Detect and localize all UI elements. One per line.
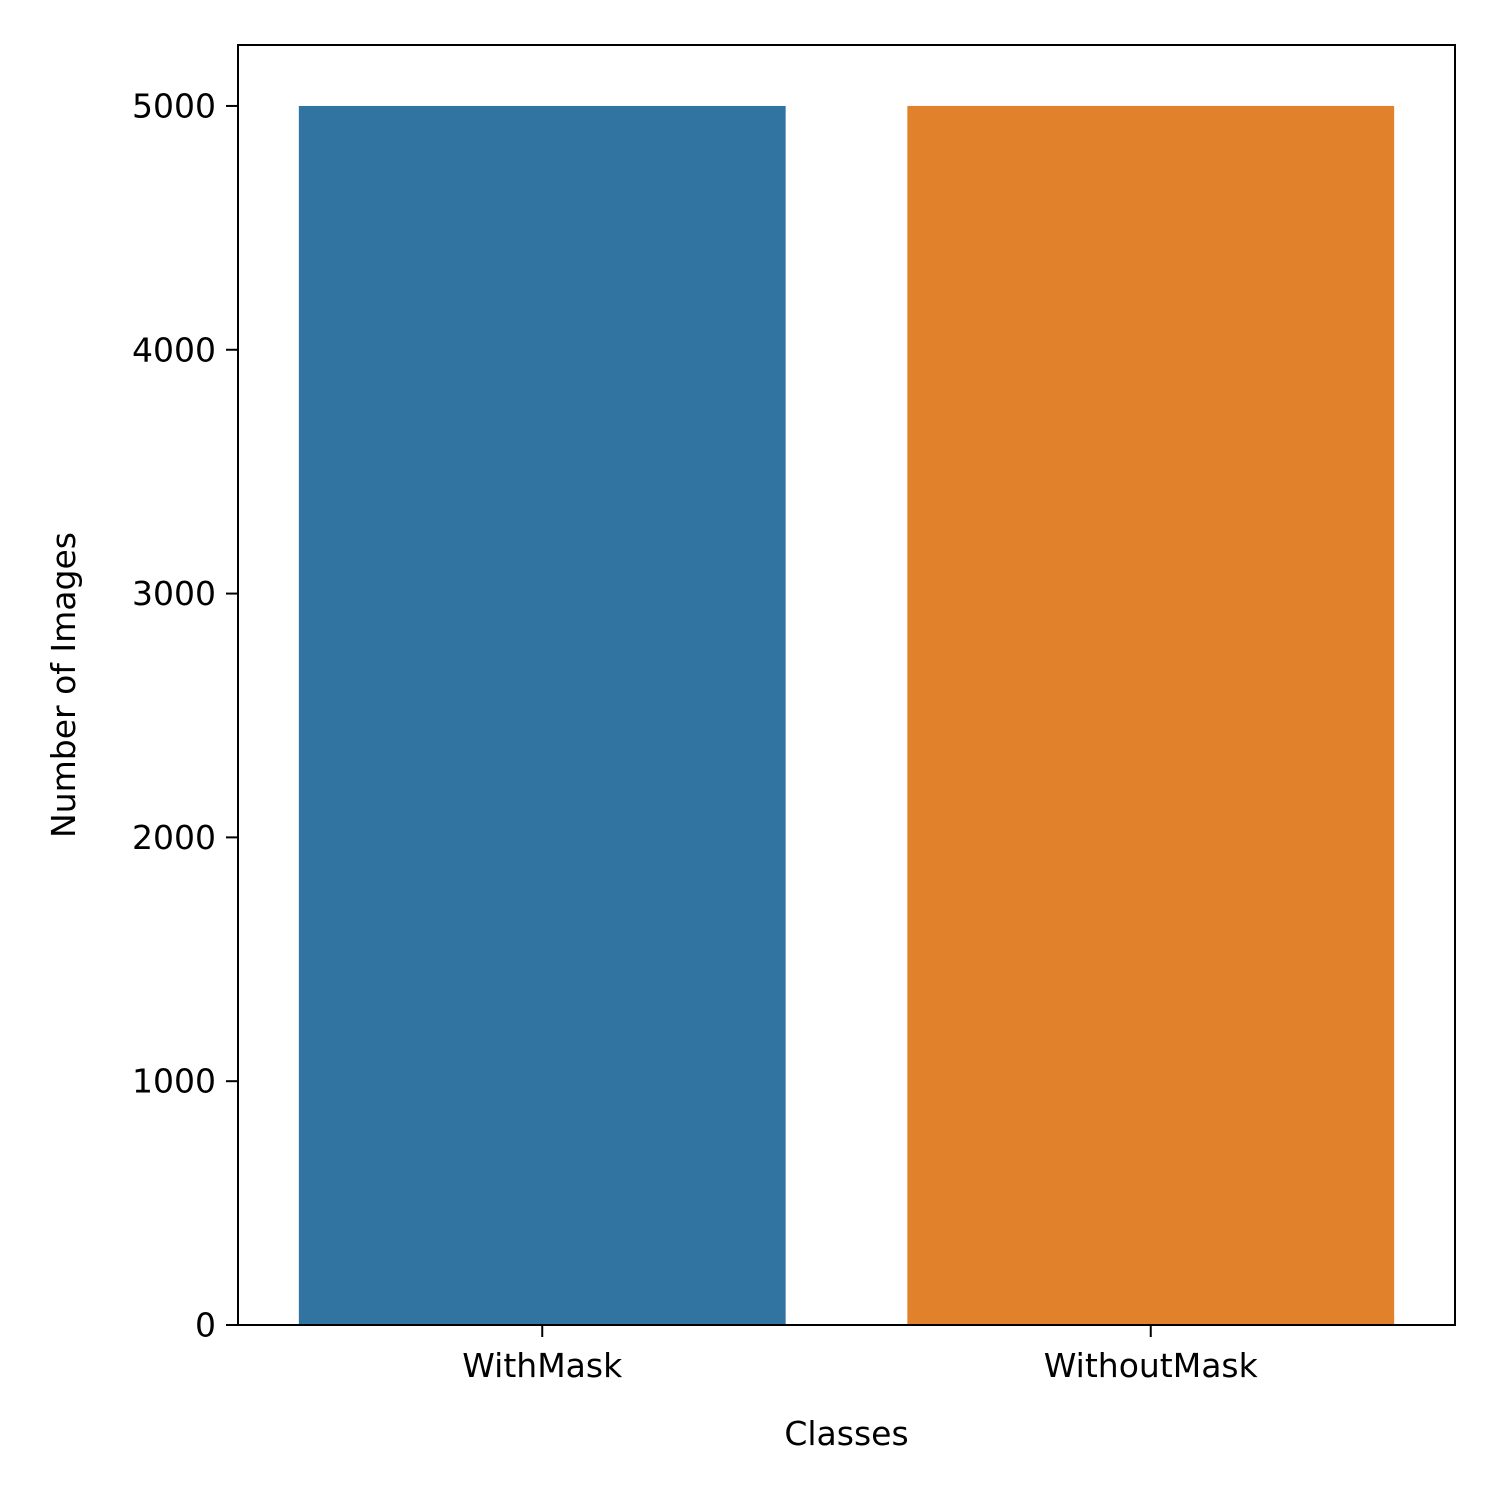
x-tick-label: WithMask bbox=[462, 1346, 623, 1385]
bars-layer bbox=[298, 105, 1395, 1325]
y-tick-label: 1000 bbox=[132, 1062, 216, 1101]
y-axis-label: Number of Images bbox=[44, 532, 83, 838]
y-axis: 0 1000 2000 3000 4000 5000 bbox=[132, 86, 238, 1345]
y-tick-label: 3000 bbox=[132, 574, 216, 613]
y-tick-label: 2000 bbox=[132, 818, 216, 857]
x-axis-label: Classes bbox=[784, 1414, 908, 1453]
x-tick-label: WithoutMask bbox=[1044, 1346, 1259, 1385]
bar-withoutmask bbox=[907, 105, 1395, 1325]
bar-withmask bbox=[298, 105, 786, 1325]
x-axis: WithMask WithoutMask bbox=[462, 1325, 1259, 1385]
plot-frame bbox=[237, 44, 1456, 1326]
y-tick-label: 4000 bbox=[132, 330, 216, 369]
y-tick-label: 5000 bbox=[132, 86, 216, 125]
y-tick-label: 0 bbox=[195, 1306, 216, 1345]
